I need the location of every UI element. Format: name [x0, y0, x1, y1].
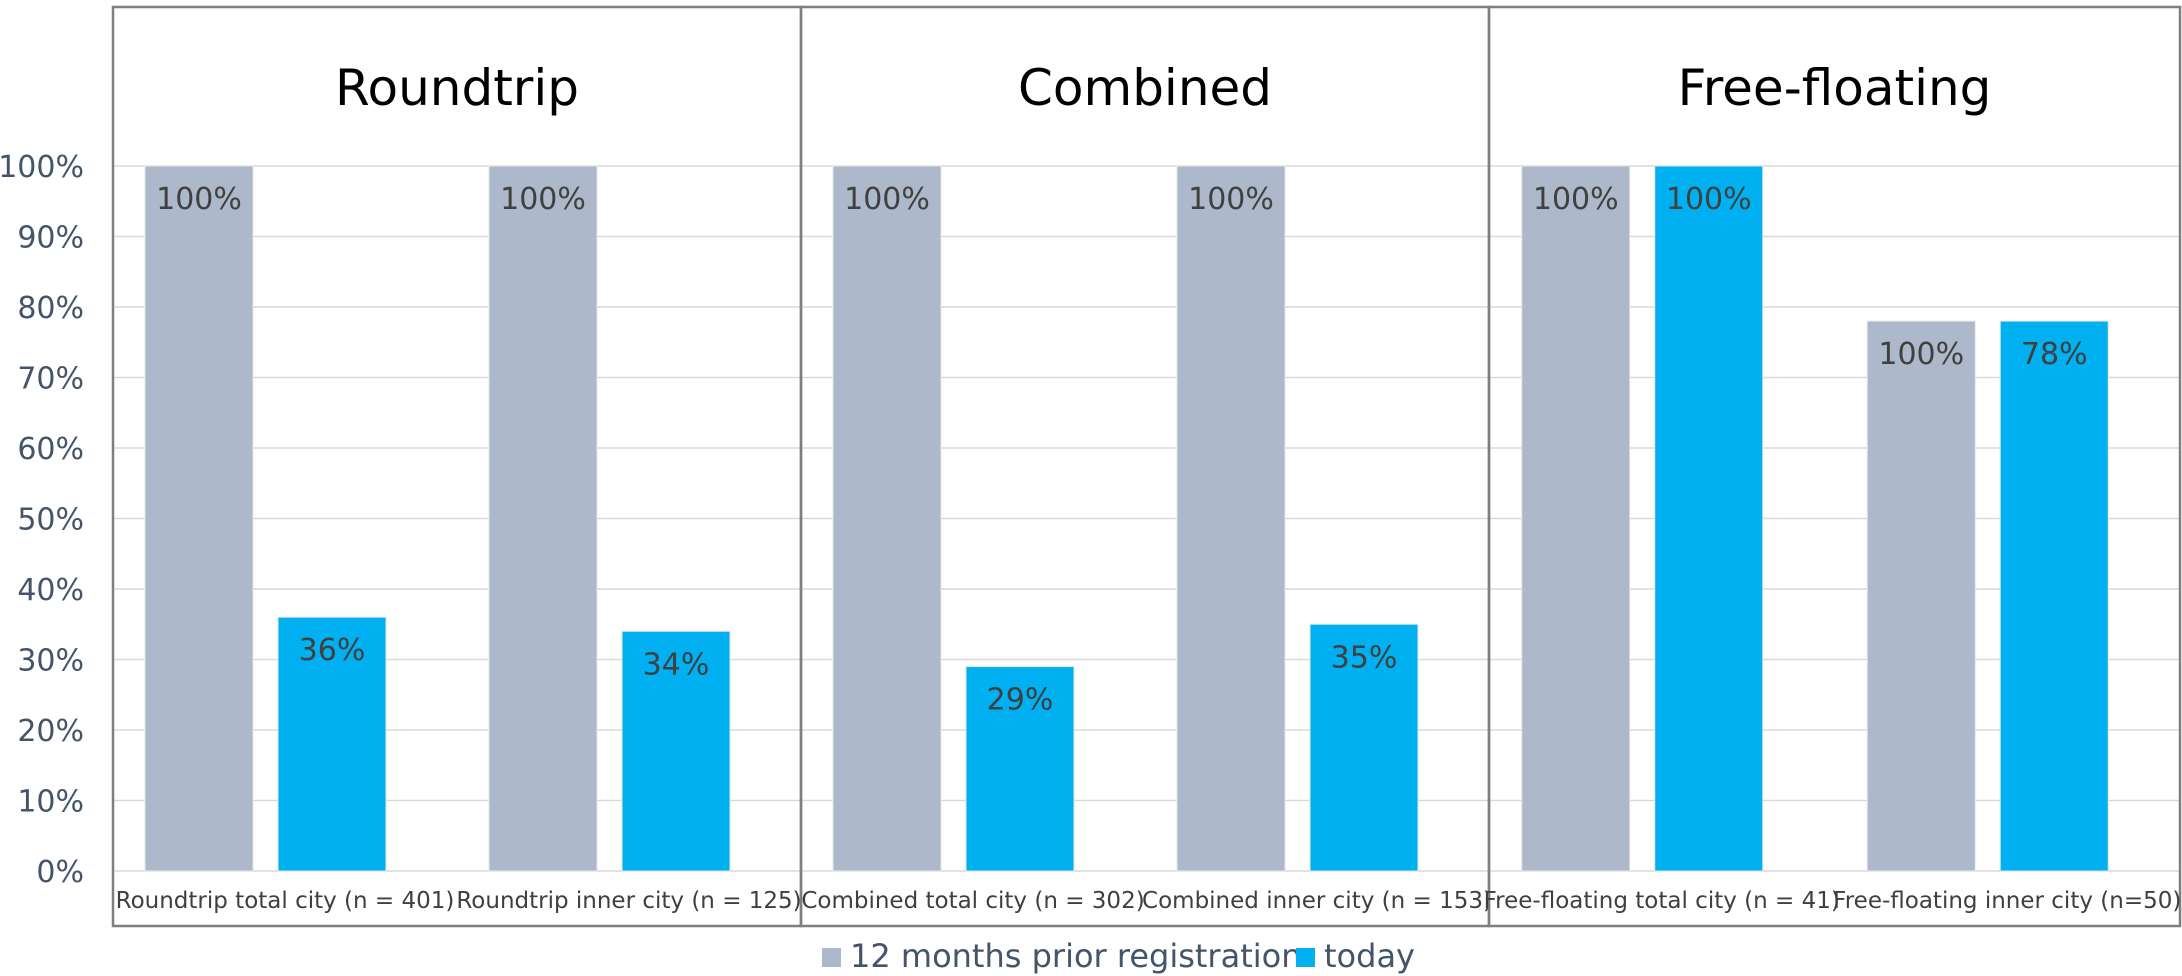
panel-title: Combined: [1018, 59, 1272, 117]
y-tick-label: 100%: [0, 150, 84, 185]
x-category-label: Roundtrip total city (n = 401): [116, 888, 455, 914]
y-tick-label: 50%: [17, 503, 84, 538]
legend-swatch-today: [1296, 948, 1315, 967]
gridlines: [113, 165, 2180, 872]
data-label: 100%: [1533, 182, 1619, 217]
panels: Roundtrip Roundtrip total city (n = 401) R…: [111, 5, 2182, 928]
x-category-label: Free-floating total city (n = 41): [1484, 888, 1840, 914]
data-label: 100%: [156, 182, 242, 217]
data-label: 34%: [643, 647, 710, 682]
data-label: 100%: [1878, 337, 1964, 372]
y-tick-label: 0%: [36, 855, 84, 890]
legend-label-prior: 12 months prior registration: [850, 937, 1301, 975]
y-axis-ticks: 0% 10% 20% 30% 40% 50% 60% 70% 80% 90% 100%: [0, 150, 84, 890]
bar: [1866, 320, 1976, 872]
data-label: 100%: [500, 182, 586, 217]
bar: [621, 630, 731, 872]
data-labels: 100% 36% 100% 34% 100% 29% 100% 35% 100% 100% 100%…: [156, 182, 2087, 718]
legend-swatch-prior: [822, 948, 841, 967]
legend: 12 months prior registration today: [822, 937, 1415, 975]
y-tick-label: 90%: [17, 221, 84, 256]
panel-frame: [1487, 5, 2182, 928]
data-label: 100%: [844, 182, 930, 217]
y-tick-label: 80%: [17, 291, 84, 326]
bar: [965, 666, 1075, 872]
data-label: 36%: [299, 633, 366, 668]
panel-title: Roundtrip: [335, 59, 579, 117]
bar: [1309, 623, 1419, 872]
x-category-label: Combined inner city (n = 153): [1142, 888, 1492, 914]
y-tick-label: 60%: [17, 432, 84, 467]
y-tick-label: 20%: [17, 714, 84, 749]
bar: [1654, 165, 1764, 872]
bars: [144, 165, 2109, 872]
x-category-label: Free-floating inner city (n=50): [1833, 888, 2181, 914]
y-tick-label: 10%: [17, 785, 84, 820]
data-label: 100%: [1666, 182, 1752, 217]
bar: [1521, 165, 1631, 872]
bar: [1999, 320, 2109, 872]
x-category-label: Combined total city (n = 302): [801, 888, 1144, 914]
data-label: 29%: [987, 683, 1054, 718]
bar: [277, 616, 387, 872]
bar: [832, 165, 942, 872]
bar: [144, 165, 254, 872]
panel-title: Free-floating: [1678, 59, 1992, 117]
data-label: 100%: [1188, 182, 1274, 217]
data-label: 35%: [1331, 640, 1398, 675]
bar: [1176, 165, 1286, 872]
y-tick-label: 70%: [17, 362, 84, 397]
bar: [488, 165, 598, 872]
y-tick-label: 30%: [17, 644, 84, 679]
legend-label-today: today: [1324, 937, 1415, 975]
x-category-label: Roundtrip inner city (n = 125): [456, 888, 801, 914]
data-label: 78%: [2021, 337, 2088, 372]
y-tick-label: 40%: [17, 573, 84, 608]
